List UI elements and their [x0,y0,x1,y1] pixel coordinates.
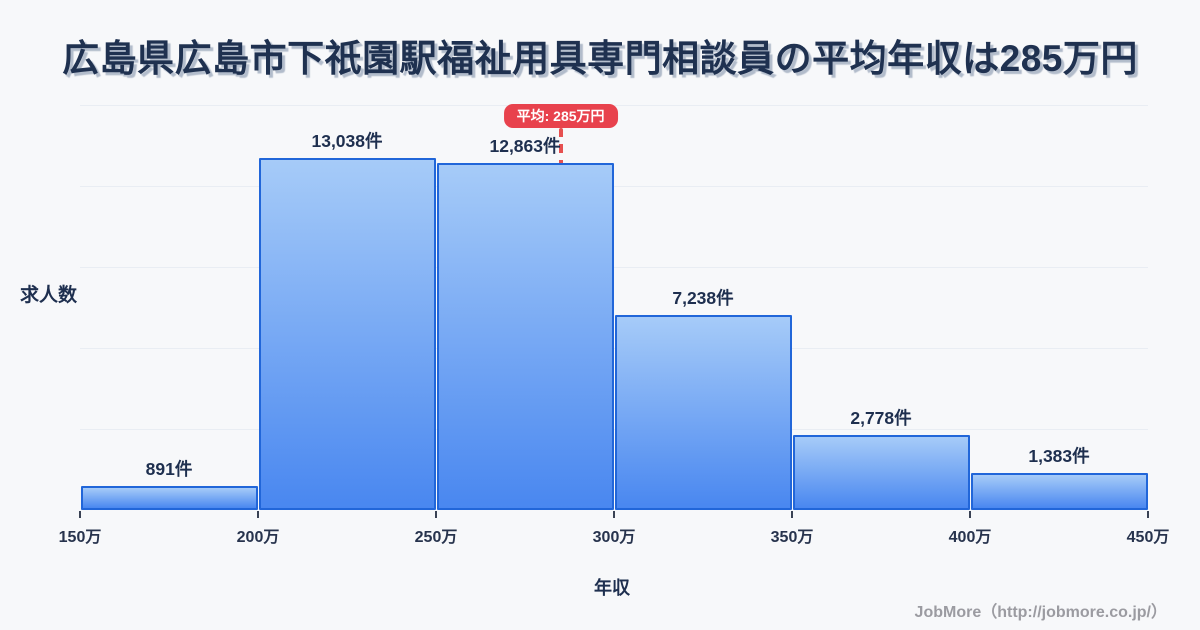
x-tick-label: 200万 [236,529,280,546]
bar-value-label: 1,383件 [1028,445,1090,466]
x-tick-label: 250万 [414,529,458,546]
bar-value-label: 12,863件 [489,135,561,156]
gridline [80,267,1148,268]
x-tick-mark [435,511,437,518]
x-tick-mark [257,511,259,518]
x-tick-label: 300万 [592,529,636,546]
x-tick-mark [791,511,793,518]
gridline [80,348,1148,349]
x-tick-mark [79,511,81,518]
x-tick-label: 450万 [1126,529,1170,546]
bar-value-label: 13,038件 [311,130,383,151]
page-title: 広島県広島市下祇園駅福祉用具専門相談員の平均年収は285万円 [62,38,1138,79]
x-tick-label: 150万 [58,529,102,546]
footer-credit: JobMore（http://jobmore.co.jp/） [914,604,1167,621]
y-axis-label: 求人数 [20,285,78,306]
gridline [80,186,1148,187]
histogram-bar [80,485,258,510]
bar-value-label: 2,778件 [850,407,912,428]
x-axis-label: 年収 [594,578,630,598]
histogram-bar [436,162,614,510]
x-tick-label: 400万 [948,529,992,546]
x-tick-mark [1147,511,1149,518]
gridline [80,429,1148,430]
bar-value-label: 7,238件 [672,287,734,308]
bar-value-label: 891件 [145,458,193,479]
x-tick-mark [613,511,615,518]
histogram-bar [792,434,970,510]
x-tick-label: 350万 [770,529,814,546]
histogram-bar [258,157,436,510]
average-badge: 平均: 285万円 [503,104,618,128]
histogram-bar [614,314,792,510]
x-tick-mark [969,511,971,518]
histogram-bar [970,472,1148,510]
